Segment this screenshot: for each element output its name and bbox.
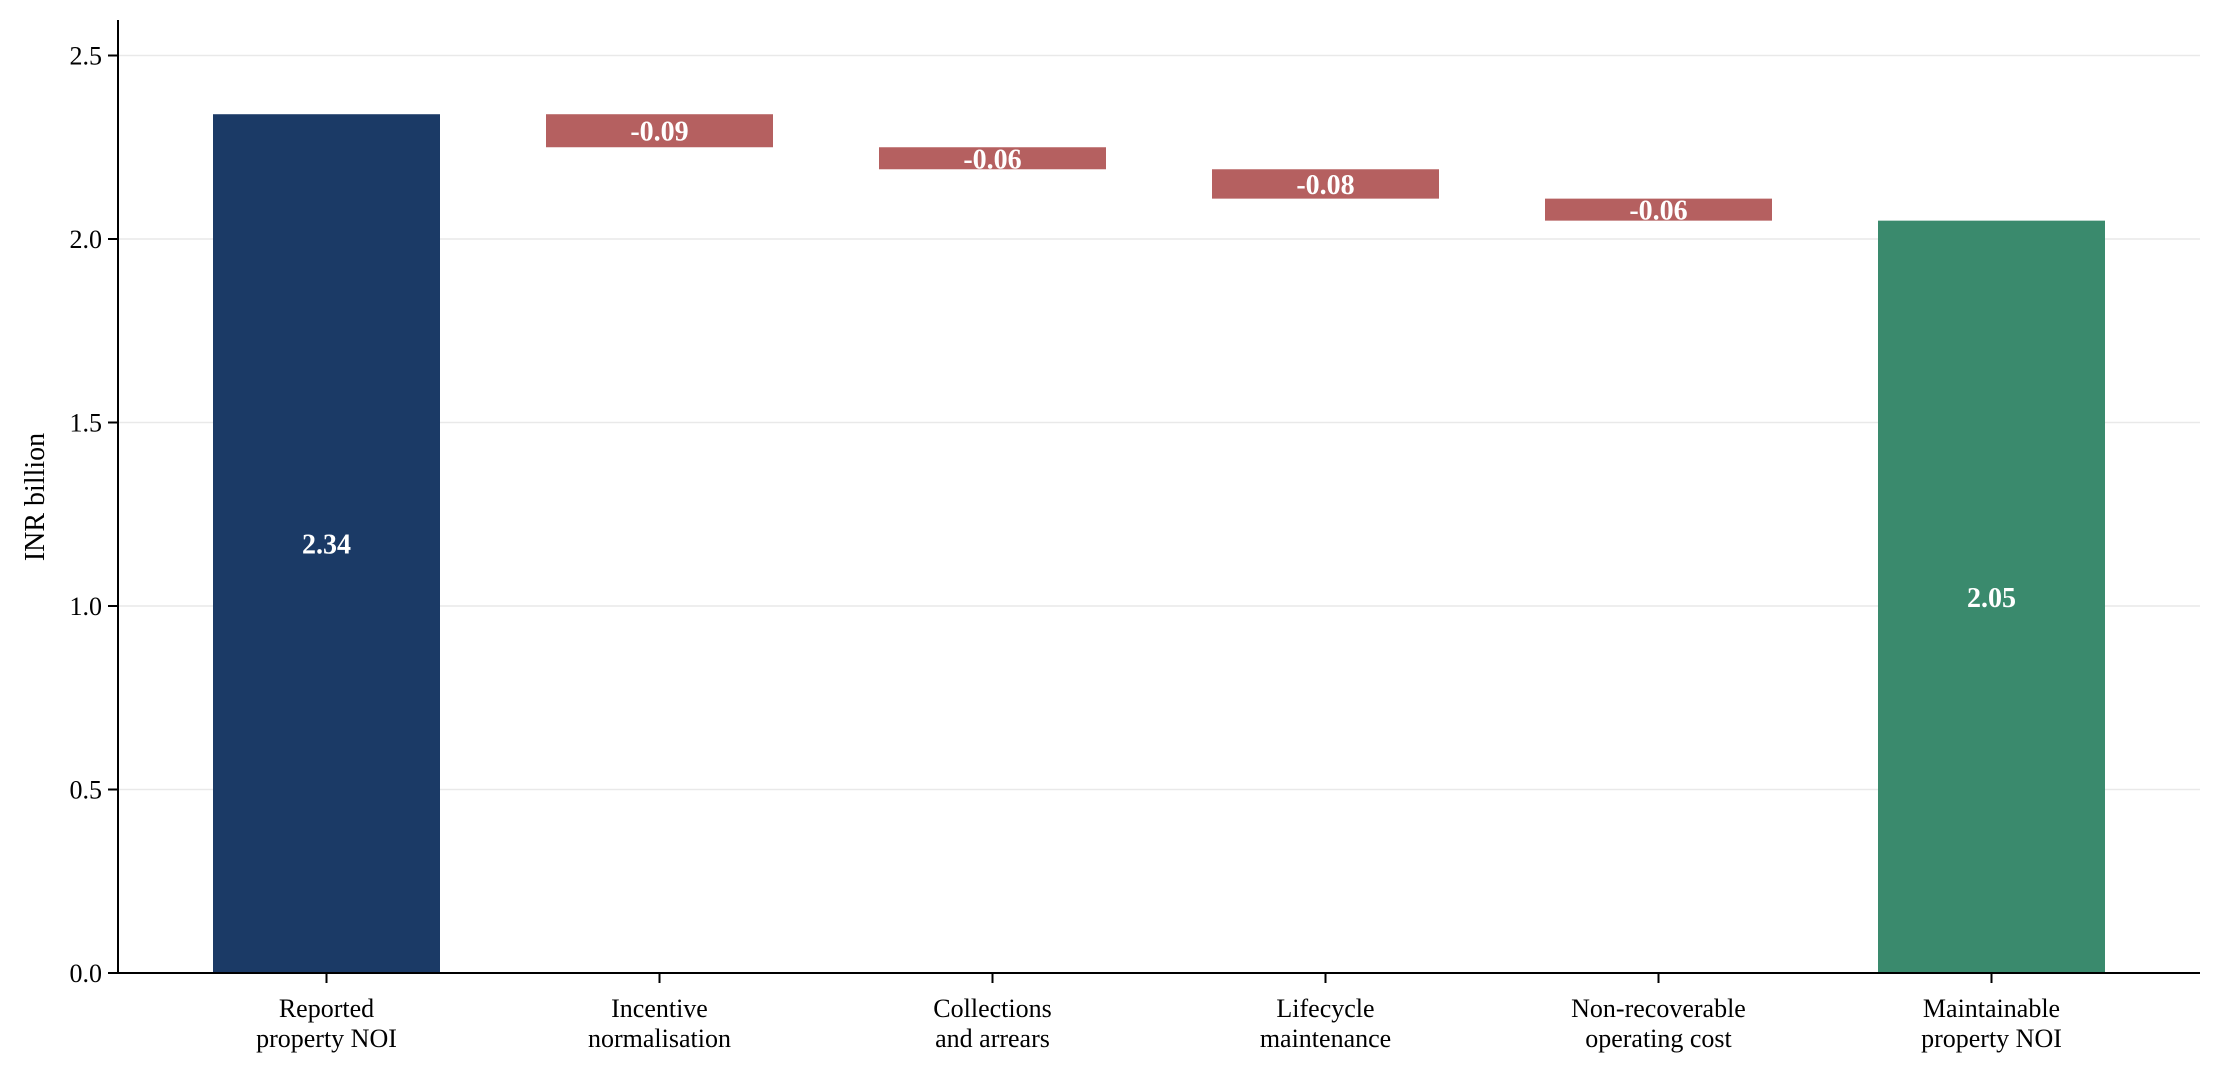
x-tick-label: Lifecycle maintenance [1260,994,1391,1053]
bar-labels: 2.34 -0.09 -0.06 -0.08 -0.06 2.05 [302,117,2016,614]
decrease-bar [879,147,1106,170]
y-tick-label: 0.5 [70,776,103,805]
bar-value-label: -0.06 [1629,196,1687,227]
y-tick-label: 2.0 [70,225,103,254]
x-tick-label: Incentive normalisation [588,994,731,1053]
total-bar [213,114,440,974]
y-tick-label: 1.0 [70,592,103,621]
decrease-bar [1212,169,1439,199]
y-ticks: 0.0 0.5 1.0 1.5 2.0 2.5 [70,42,118,988]
bar-value-label: -0.06 [963,144,1021,175]
y-tick-label: 0.0 [70,959,103,988]
y-axis-label: INR billion [20,433,51,561]
grid-lines [118,54,2200,791]
decrease-bar [1545,198,1772,221]
axes [117,20,2200,974]
y-tick-label: 2.5 [70,42,103,71]
x-tick-label: Non-recoverable operating cost [1571,994,1746,1053]
bar-value-label: 2.05 [1967,583,2016,614]
x-tick-label: Maintainable property NOI [1921,994,2062,1053]
bar-value-label: 2.34 [302,530,351,561]
x-tick-label: Collections and arrears [933,994,1051,1053]
bars [213,114,2105,974]
decrease-bar [546,114,773,148]
bar-value-label: -0.08 [1296,170,1354,201]
total-bar [1878,220,2105,973]
bar-value-label: -0.09 [630,117,688,148]
x-tick-label: Reported property NOI [256,994,397,1053]
x-ticks: Reported property NOI Incentive normalisati… [256,973,2062,1053]
y-tick-label: 1.5 [70,409,103,438]
